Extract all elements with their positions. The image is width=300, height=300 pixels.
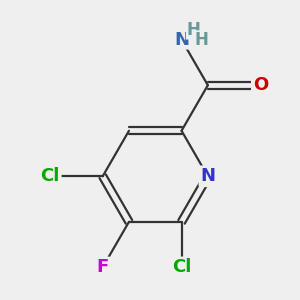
Text: Cl: Cl	[40, 167, 60, 185]
Text: H: H	[186, 21, 200, 39]
Text: O: O	[253, 76, 268, 94]
Text: H: H	[195, 31, 208, 49]
Text: N: N	[200, 167, 215, 185]
Text: F: F	[97, 258, 109, 276]
Text: Cl: Cl	[172, 258, 191, 276]
Text: N: N	[174, 31, 189, 49]
